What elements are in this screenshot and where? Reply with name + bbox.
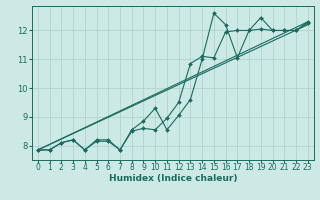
X-axis label: Humidex (Indice chaleur): Humidex (Indice chaleur) — [108, 174, 237, 183]
